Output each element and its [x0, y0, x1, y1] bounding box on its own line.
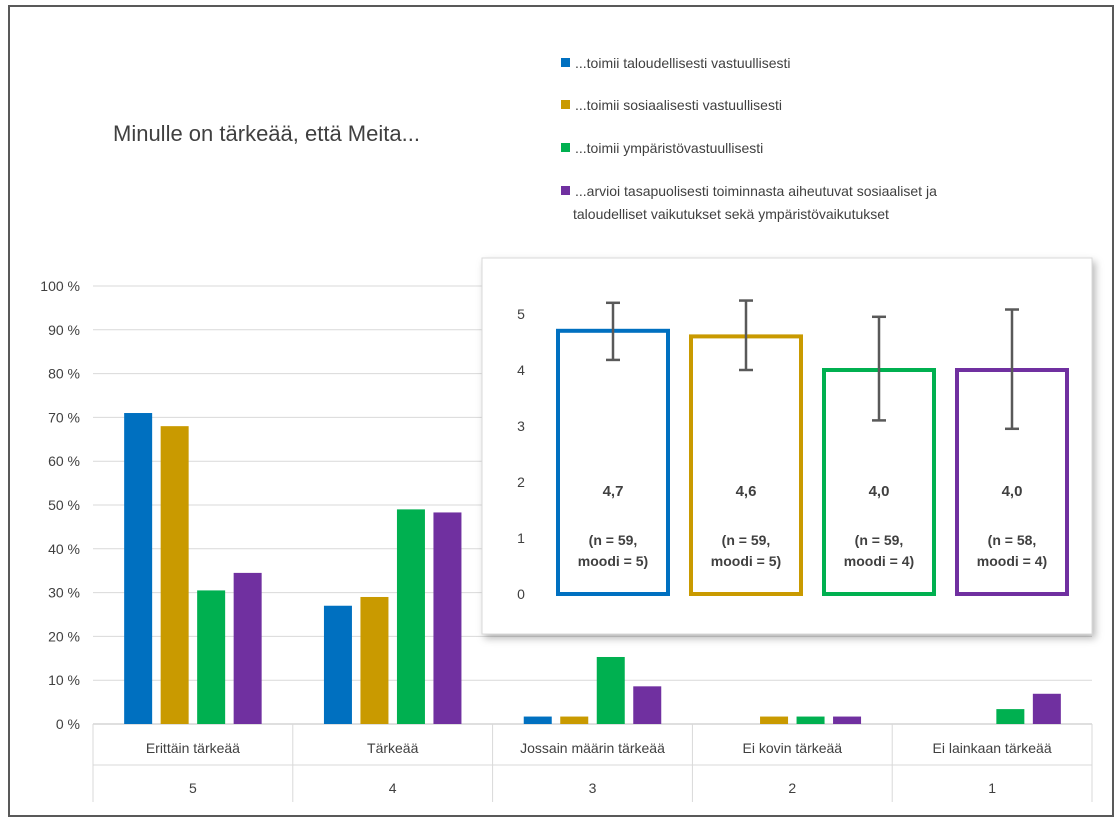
category-label: Jossain määrin tärkeää	[520, 740, 665, 756]
inset-value-label: 4,0	[1002, 483, 1023, 500]
inset-bars: 4,7 (n = 59, moodi = 5) 4,6 (n = 59, moodi = …	[556, 299, 1069, 596]
y-tick-label: 30 %	[48, 585, 80, 601]
bar	[124, 413, 153, 724]
y-tick-label: 90 %	[48, 322, 80, 338]
bar	[523, 716, 552, 724]
inset-y-tick-label: 5	[517, 306, 525, 322]
y-tick-label: 50 %	[48, 497, 80, 513]
legend-label: ...toimii sosiaalisesti vastuullisesti	[575, 97, 782, 113]
y-tick-label: 10 %	[48, 672, 80, 688]
bar	[760, 716, 789, 724]
bar	[796, 716, 825, 724]
y-tick-label: 70 %	[48, 409, 80, 425]
inset-n-label: (n = 58,	[988, 532, 1037, 548]
bar	[996, 709, 1025, 724]
legend-swatch	[561, 143, 570, 152]
category-code: 3	[589, 780, 597, 796]
bar	[560, 716, 589, 724]
inset-mode-label: moodi = 4)	[844, 553, 914, 569]
y-axis-ticks: 0 % 10 % 20 % 30 % 40 % 50 % 60 % 70 % 80 % 90 % 1…	[40, 278, 80, 732]
legend-swatch	[561, 58, 570, 67]
chart-title: Minulle on tärkeää, että Meita...	[113, 121, 420, 146]
y-tick-label: 80 %	[48, 366, 80, 382]
bar	[833, 716, 862, 724]
y-tick-label: 100 %	[40, 278, 80, 294]
category-code: 2	[788, 780, 796, 796]
bar	[233, 572, 262, 724]
inset-value-label: 4,6	[736, 483, 757, 500]
category-code: 1	[988, 780, 996, 796]
legend-label: ...toimii taloudellisesti vastuullisesti	[575, 55, 791, 71]
legend-swatch	[561, 186, 570, 195]
inset-y-tick-label: 4	[517, 362, 525, 378]
bar	[396, 509, 425, 724]
bar	[633, 686, 662, 724]
bar	[323, 605, 352, 724]
category-label: Ei kovin tärkeää	[742, 740, 842, 756]
bars	[124, 413, 1061, 724]
bar	[596, 656, 625, 724]
y-tick-label: 40 %	[48, 541, 80, 557]
inset-y-axis-ticks: 0 1 2 3 4 5	[517, 306, 525, 602]
category-code: 4	[389, 780, 397, 796]
legend: ...toimii taloudellisesti vastuullisesti…	[561, 55, 937, 222]
inset-n-label: (n = 59,	[855, 532, 904, 548]
bar	[160, 426, 189, 724]
inset-value-label: 4,7	[603, 483, 624, 500]
inset-y-tick-label: 3	[517, 418, 525, 434]
category-label: Erittäin tärkeää	[146, 740, 240, 756]
bar	[1032, 693, 1061, 724]
inset-y-tick-label: 1	[517, 530, 525, 546]
inset-y-tick-label: 2	[517, 474, 525, 490]
bar	[197, 590, 226, 724]
inset-n-label: (n = 59,	[722, 532, 771, 548]
category-code: 5	[189, 780, 197, 796]
inset-mode-label: moodi = 5)	[578, 553, 648, 569]
inset-value-label: 4,0	[869, 483, 890, 500]
inset-n-label: (n = 59,	[589, 532, 638, 548]
bar	[433, 512, 462, 724]
legend-label: ...toimii ympäristövastuullisesti	[575, 140, 763, 156]
y-tick-label: 20 %	[48, 628, 80, 644]
inset-bar	[556, 328, 670, 596]
inset-mode-label: moodi = 4)	[977, 553, 1047, 569]
inset-mode-label: moodi = 5)	[711, 553, 781, 569]
category-label: Tärkeää	[367, 740, 419, 756]
category-label: Ei lainkaan tärkeää	[933, 740, 1052, 756]
inset-chart: 0 1 2 3 4 5 4,7 (n = 59, moodi = 5) 4,6 (n = 59, m…	[481, 257, 1093, 635]
y-tick-label: 0 %	[56, 716, 80, 732]
x-axis-categories: Erittäin tärkeää 5 Tärkeää 4 Jossain määrin …	[92, 724, 1093, 802]
inset-bar	[689, 334, 803, 596]
legend-swatch	[561, 100, 570, 109]
inset-y-tick-label: 0	[517, 586, 525, 602]
y-tick-label: 60 %	[48, 453, 80, 469]
bar	[360, 596, 389, 724]
legend-label: ...arvioi tasapuolisesti toiminnasta aih…	[573, 183, 937, 222]
